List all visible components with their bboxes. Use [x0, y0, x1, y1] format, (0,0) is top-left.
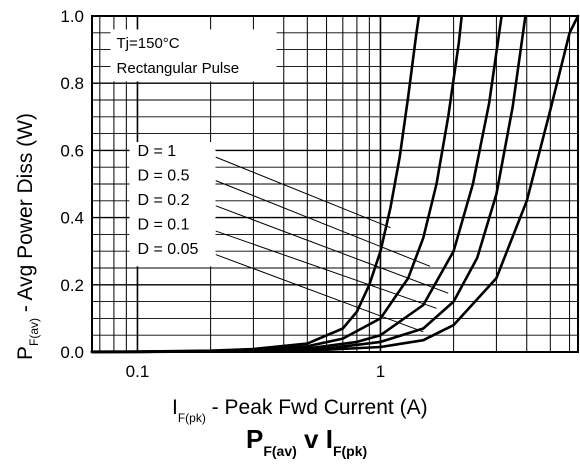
duty-label-box: [129, 142, 216, 267]
condition-box: [110, 29, 277, 82]
major-grid: [92, 16, 578, 352]
duty-cycle-labels: D = 1 D = 0.5 D = 0.2 D = 0.1 D = 0.05: [137, 143, 198, 258]
y-axis-title-main: P: [14, 346, 37, 360]
label-leader-lines: [215, 156, 449, 333]
caption-main-1: P: [246, 424, 263, 454]
y-tick-labels: 0.0 0.2 0.4 0.6 0.8 1.0: [60, 7, 84, 362]
chart-caption: PF(av) v IF(pk): [246, 424, 367, 459]
plot-frame: [91, 15, 579, 353]
y-tick-label: 0.6: [60, 141, 84, 160]
duty-cycle-label: D = 1: [137, 143, 176, 160]
y-axis-title-sub: F(av): [27, 318, 41, 346]
label-leader-line: [215, 205, 449, 294]
caption-sub-1: F(av): [263, 443, 296, 459]
x-axis-title-rest: - Peak Fwd Current (A): [206, 396, 428, 419]
label-leader-line: [215, 230, 437, 309]
x-tick-label: 1: [376, 362, 385, 381]
y-axis-title: PF(av) - Avg Power Diss (W): [14, 113, 41, 360]
x-axis-title-sub: F(pk): [178, 411, 206, 425]
label-leader-line: [215, 180, 431, 267]
duty-cycle-label: D = 0.1: [137, 217, 189, 234]
duty-cycle-label: D = 0.05: [137, 241, 198, 258]
caption-mid: v I: [297, 424, 333, 454]
duty-cycle-label: D = 0.5: [137, 168, 189, 185]
label-leader-line: [215, 254, 424, 333]
y-axis-title-rest: - Avg Power Diss (W): [14, 113, 37, 318]
y-tick-label: 1.0: [60, 7, 84, 26]
label-leader-line: [215, 156, 391, 229]
x-axis-title: IF(pk) - Peak Fwd Current (A): [172, 396, 428, 425]
junction-temperature-label: Tj=150°C: [117, 35, 180, 52]
y-tick-label: 0.2: [60, 276, 84, 295]
x-tick-labels: 0.1 1: [126, 362, 386, 381]
x-axis-title-main: I: [172, 396, 178, 419]
y-tick-label: 0.4: [60, 209, 84, 228]
caption-sub-2: F(pk): [333, 443, 367, 459]
y-tick-label: 0.0: [60, 343, 84, 362]
duty-cycle-label: D = 0.2: [137, 192, 189, 209]
x-tick-label: 0.1: [126, 362, 150, 381]
pulse-type-label: Rectangular Pulse: [117, 60, 240, 77]
y-tick-label: 0.8: [60, 74, 84, 93]
